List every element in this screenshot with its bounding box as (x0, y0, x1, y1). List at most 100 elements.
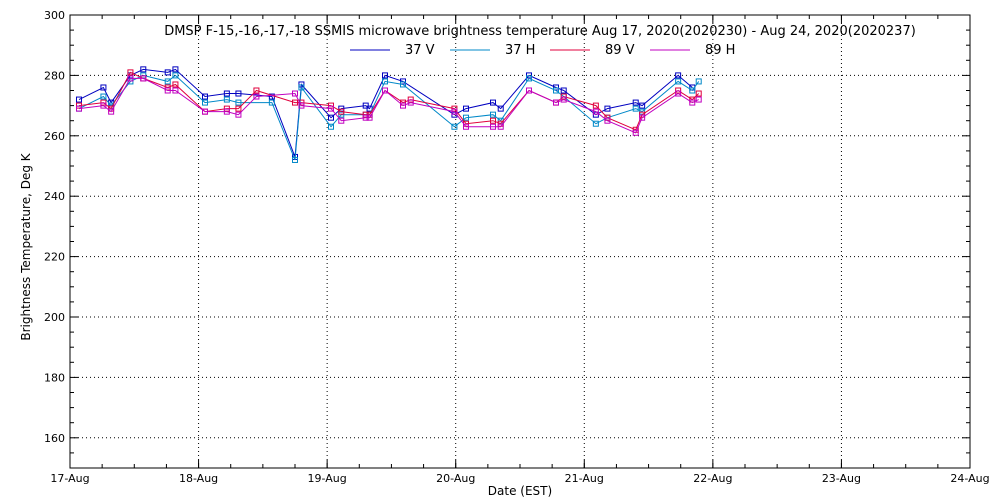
series-line (78, 71, 700, 131)
data-point (382, 87, 388, 94)
data-point (223, 90, 230, 97)
data-point (292, 156, 298, 163)
x-tick-label: 19-Aug (308, 472, 347, 485)
data-point (338, 111, 345, 118)
data-point (490, 99, 496, 106)
data-point (407, 99, 414, 106)
y-tick-label: 240 (44, 190, 65, 203)
data-point (675, 90, 682, 97)
x-axis-label: Date (EST) (488, 484, 552, 498)
data-point (362, 102, 369, 109)
data-point (202, 108, 208, 115)
data-point (253, 87, 260, 94)
legend-label: 89 V (605, 43, 635, 58)
data-point (526, 75, 532, 82)
data-point (235, 111, 242, 118)
data-point (202, 93, 208, 100)
data-point (362, 114, 369, 121)
data-point (553, 87, 559, 94)
y-tick-label: 200 (44, 311, 65, 324)
data-point (400, 102, 406, 109)
y-axis: 160 180 200 220 240 260 280 300 (44, 9, 970, 469)
data-point (172, 66, 179, 73)
data-point (463, 114, 469, 121)
data-point (328, 105, 334, 112)
x-axis: 17-Aug 18-Aug 19-Aug 20-Aug 21-Aug 22-Aug 23-A… (50, 15, 990, 485)
data-point (164, 78, 171, 85)
data-point (292, 99, 298, 106)
data-point (451, 123, 458, 130)
data-point (328, 123, 334, 130)
data-point (100, 84, 107, 91)
data-point (451, 108, 458, 115)
data-point (202, 99, 208, 106)
data-point (632, 105, 639, 112)
data-point (338, 117, 345, 124)
data-point (223, 108, 230, 115)
data-point (604, 117, 611, 124)
grid (70, 15, 970, 468)
data-point (639, 114, 646, 121)
data-point (223, 96, 230, 103)
data-point (689, 99, 696, 106)
data-point (490, 123, 496, 130)
data-point (362, 111, 369, 118)
data-point (592, 102, 599, 109)
data-point (76, 96, 82, 103)
data-point (675, 72, 682, 79)
x-tick-label: 18-Aug (179, 472, 218, 485)
data-point (689, 87, 696, 94)
data-point (400, 81, 406, 88)
data-point (172, 87, 179, 94)
data-point (560, 93, 567, 100)
data-point (382, 78, 388, 85)
y-tick-label: 220 (44, 251, 65, 264)
data-point (172, 81, 179, 88)
data-point (497, 105, 504, 112)
legend: 37 V 37 H 89 V 89 H (350, 43, 735, 58)
data-point (164, 69, 171, 76)
y-tick-label: 180 (44, 371, 65, 384)
series-89-h (76, 75, 702, 136)
data-point (366, 114, 373, 121)
data-point (253, 93, 260, 100)
data-point (407, 96, 414, 103)
data-point (108, 108, 115, 115)
y-tick-label: 300 (44, 9, 65, 22)
data-point (140, 75, 147, 82)
y-tick-label: 260 (44, 130, 65, 143)
chart-title: DMSP F-15,-16,-17,-18 SSMIS microwave br… (164, 24, 916, 39)
data-point (490, 111, 496, 118)
data-point (100, 99, 107, 106)
data-point (497, 123, 504, 130)
data-point (235, 90, 242, 97)
data-point (695, 78, 702, 85)
data-point (560, 96, 567, 103)
data-point (463, 105, 469, 112)
data-point (164, 87, 171, 94)
data-point (604, 105, 611, 112)
data-point (490, 117, 496, 124)
data-point (639, 102, 646, 109)
x-tick-label: 22-Aug (693, 472, 732, 485)
x-tick-label: 20-Aug (436, 472, 475, 485)
data-point (268, 99, 275, 106)
data-point (632, 99, 639, 106)
data-point (235, 99, 242, 106)
plot-frame (69, 14, 971, 469)
data-point (235, 105, 242, 112)
data-point (592, 108, 599, 115)
data-point (675, 78, 682, 85)
x-tick-label: 23-Aug (822, 472, 861, 485)
data-point (695, 96, 702, 103)
data-point (400, 78, 406, 85)
data-point (292, 90, 298, 97)
data-point (298, 102, 305, 109)
data-point (100, 102, 107, 109)
x-tick-label: 24-Aug (950, 472, 989, 485)
data-point (560, 87, 567, 94)
y-tick-label: 280 (44, 69, 65, 82)
data-point (76, 105, 82, 112)
series-line (78, 68, 693, 158)
data-point (140, 66, 147, 73)
